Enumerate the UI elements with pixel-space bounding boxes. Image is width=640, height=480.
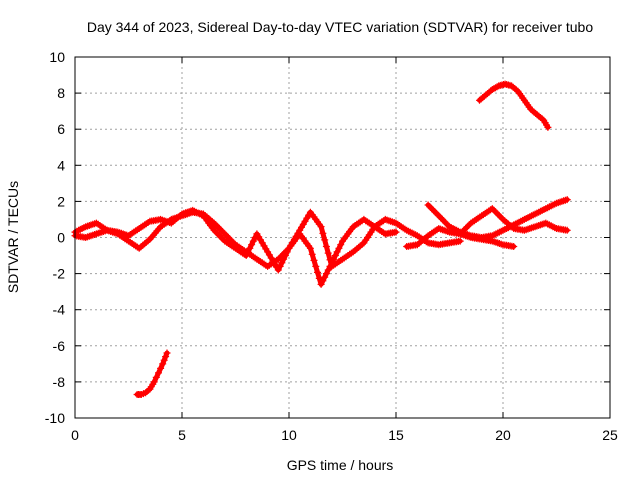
data-point — [152, 373, 160, 381]
data-point — [281, 252, 289, 259]
data-point — [274, 266, 282, 274]
data-point — [317, 280, 325, 288]
data-point — [328, 259, 336, 267]
y-tick-labels: -10 -8 -6 -4 -2 0 2 4 6 8 10 — [45, 49, 65, 426]
series-trace — [134, 350, 170, 397]
data-point — [157, 364, 165, 372]
data-point — [258, 239, 266, 247]
x-tick-label: 15 — [388, 427, 404, 443]
data-point — [493, 83, 501, 91]
series-arc-main-a — [71, 208, 464, 270]
data-point — [145, 386, 152, 394]
data-point — [283, 248, 291, 256]
data-point — [456, 237, 464, 245]
data-point — [563, 196, 571, 204]
x-tick-label: 20 — [495, 427, 511, 443]
series-arc-late-c — [456, 230, 518, 250]
y-tick-label: 4 — [57, 157, 65, 173]
data-point — [319, 229, 327, 237]
data-point — [512, 86, 520, 94]
data-point — [321, 236, 329, 244]
y-tick-label: -4 — [53, 302, 66, 318]
x-tick-label: 25 — [602, 427, 618, 443]
data-point — [333, 248, 341, 256]
data-point — [280, 255, 288, 263]
data-point — [355, 243, 363, 251]
data-point — [419, 236, 427, 244]
data-point — [267, 254, 275, 262]
series-arc-low — [133, 349, 171, 398]
data-point — [321, 273, 329, 281]
plot-frame — [74, 56, 611, 419]
chart-title: Day 344 of 2023, Sidereal Day-to-day VTE… — [87, 19, 594, 35]
data-point — [315, 274, 323, 282]
data-point — [306, 244, 314, 252]
y-tick-label: 0 — [57, 230, 65, 246]
series-arc-main-b — [71, 206, 400, 288]
series-arc-late-a — [403, 205, 571, 250]
y-tick-label: 8 — [57, 85, 65, 101]
data-point — [337, 241, 345, 249]
data-point — [299, 220, 307, 228]
data-point — [160, 356, 168, 364]
data-point — [322, 243, 330, 250]
x-tick-label: 10 — [281, 427, 297, 443]
data-point — [278, 259, 286, 267]
y-tick-label: -2 — [53, 266, 66, 282]
data-point — [248, 241, 256, 249]
series-arc-high — [476, 80, 552, 131]
y-tick-label: -10 — [45, 410, 65, 426]
y-tick-label: -8 — [53, 374, 66, 390]
x-axis-label: GPS time / hours — [287, 457, 394, 473]
y-axis-label: SDTVAR / TECUs — [5, 181, 21, 293]
data-point — [324, 266, 332, 274]
series-arc-late-b — [424, 196, 571, 241]
data-point — [319, 277, 327, 285]
data-point — [150, 378, 158, 386]
data-point — [317, 223, 325, 231]
data-point — [308, 250, 316, 258]
data-point — [544, 123, 552, 131]
y-tick-label: 6 — [57, 121, 65, 137]
data-point — [276, 262, 284, 270]
data-point — [155, 369, 162, 377]
data-point — [310, 256, 318, 264]
data-point — [314, 268, 321, 276]
data-point — [324, 249, 332, 257]
data-point — [141, 240, 149, 248]
data-point — [331, 252, 339, 259]
y-tick-label: 2 — [57, 193, 65, 209]
data-point — [510, 243, 518, 250]
data-point — [246, 244, 254, 252]
x-tick-label: 0 — [71, 427, 79, 443]
data-point — [159, 360, 167, 368]
data-point — [312, 262, 320, 270]
x-tick-labels: 0 5 10 15 20 25 — [71, 427, 618, 443]
data-point — [249, 237, 257, 245]
data-point — [162, 353, 170, 361]
data-point — [244, 248, 252, 256]
y-tick-label: -6 — [53, 338, 66, 354]
grid-lines — [75, 57, 610, 418]
series-trace — [72, 209, 463, 269]
data-point — [322, 270, 330, 278]
data-point — [326, 262, 334, 270]
data-point — [335, 244, 343, 252]
data-point — [392, 228, 400, 236]
data-point — [163, 349, 171, 357]
data-point — [242, 252, 250, 259]
data-point — [173, 215, 181, 222]
data-series — [71, 80, 571, 398]
y-tick-label: 10 — [49, 49, 65, 65]
data-point — [538, 115, 546, 123]
x-tick-label: 5 — [178, 427, 186, 443]
data-point — [563, 226, 571, 234]
data-point — [330, 255, 338, 263]
